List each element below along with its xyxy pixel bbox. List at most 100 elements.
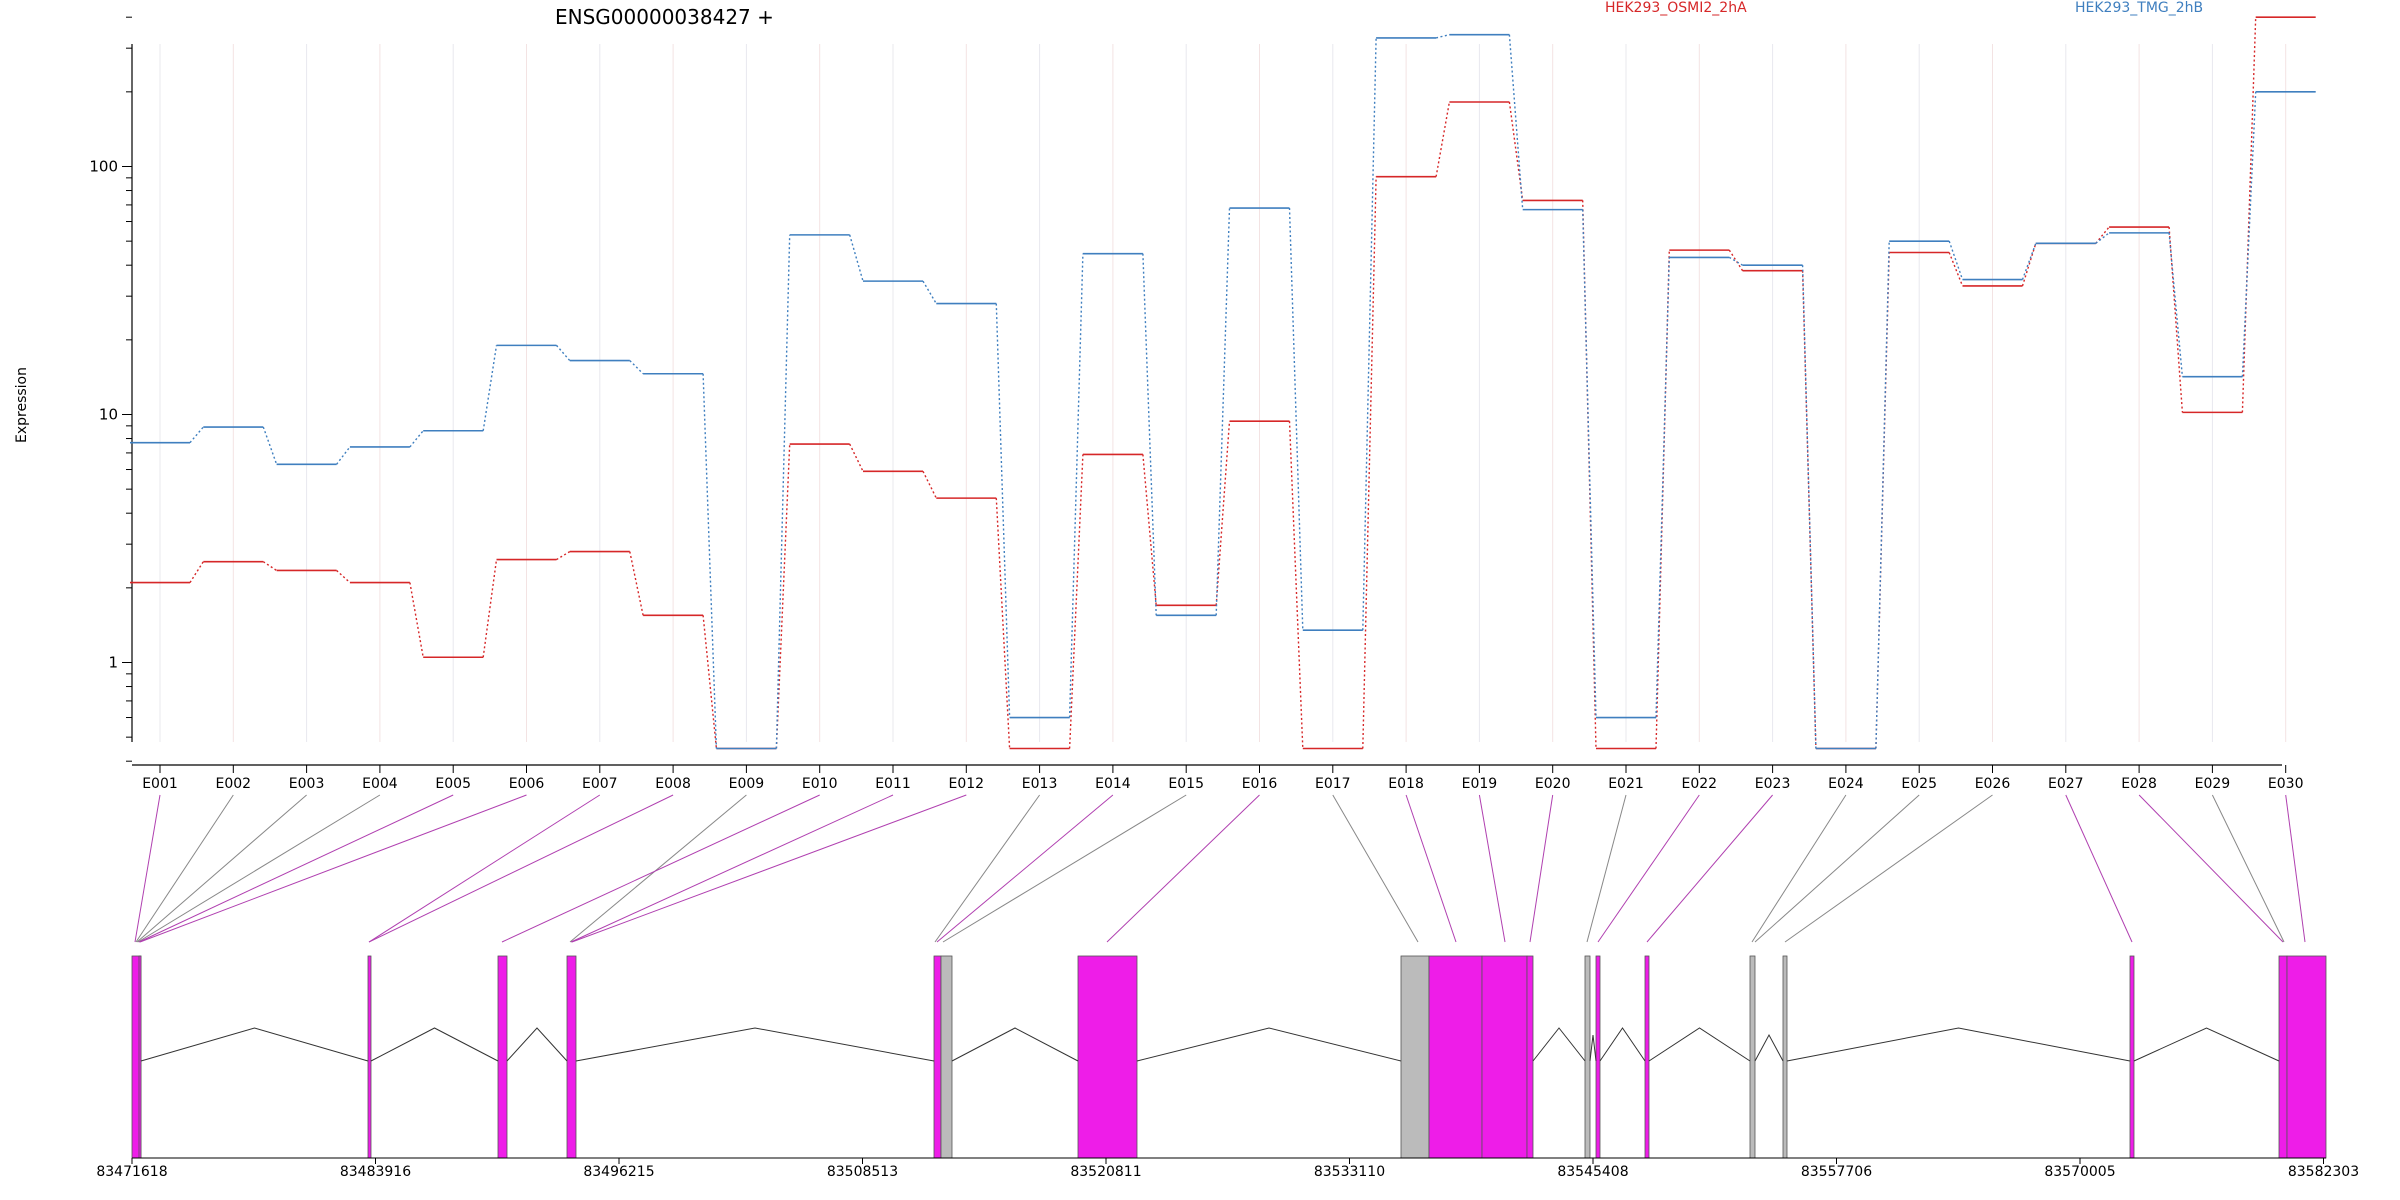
exon-connector-line [1597, 794, 1700, 943]
series-connector [1655, 257, 1670, 718]
intron-arc [370, 1027, 499, 1062]
exon-block [1595, 955, 1601, 1159]
exon-connector-line [1784, 794, 1993, 943]
x-tick-label: E012 [949, 776, 985, 792]
series-connector [2095, 226, 2110, 244]
x-tick-label: E004 [362, 776, 398, 792]
series-connector [1288, 421, 1304, 749]
series-connector [702, 615, 718, 749]
series-connector [2021, 243, 2037, 287]
series-connector [1142, 253, 1157, 616]
exon-block [933, 955, 942, 1159]
series-connector [482, 559, 498, 658]
series-connector [1362, 176, 1377, 749]
exon-block [1584, 955, 1591, 1159]
series-connector [1582, 209, 1597, 718]
intron-arc [1754, 1033, 1784, 1062]
series-lines [130, 16, 2316, 750]
series-connector [409, 582, 424, 658]
exon-block [2278, 955, 2288, 1159]
series-connector [849, 443, 864, 472]
exon-block [566, 955, 577, 1159]
exon-connector-line [570, 794, 894, 943]
x-tick-label: E029 [2195, 776, 2231, 792]
exon-connector-line [1332, 794, 1419, 943]
genomic-tick-label: 83520811 [1070, 1164, 1141, 1180]
intron-arc [1599, 1027, 1646, 1062]
genomic-axis: 83471618 83483916 83496215 83508513 83520811… [96, 1157, 2359, 1180]
series-connector [1508, 34, 1524, 210]
intron-arc [1589, 1034, 1597, 1062]
series-connector [629, 551, 644, 616]
genomic-tick-label: 83557706 [1801, 1164, 1872, 1180]
genomic-tick-label: 83545408 [1557, 1164, 1628, 1180]
series-connector [262, 426, 278, 465]
exon-connector-line [2138, 794, 2284, 943]
exon-connector-line [1405, 794, 1457, 943]
series-connector [995, 498, 1011, 749]
exon-connectors [134, 794, 2306, 943]
intron-arc [1648, 1027, 1751, 1062]
genomic-tick-label: 83582303 [2288, 1164, 2359, 1180]
series-connector [1728, 249, 1744, 272]
intron-arc [2133, 1027, 2280, 1062]
exon-connector-line [134, 794, 161, 943]
exon-connector-line [501, 794, 820, 943]
series-connector [2241, 17, 2257, 413]
exon-connector-line [1646, 794, 1773, 943]
y-tick-label: 10 [99, 406, 118, 424]
intron-arc [575, 1027, 935, 1062]
intron-arc [506, 1027, 568, 1062]
x-ticks: E001 E002 E003 E004 E005 E006 E007 E008 E009 E010… [142, 765, 2303, 792]
series-connector [482, 345, 498, 431]
exon-block [367, 955, 372, 1159]
series-connector [409, 430, 424, 448]
exon-connector-line [942, 794, 1187, 943]
intron-arc [1136, 1027, 1402, 1062]
series-connector [1948, 252, 1964, 287]
exon-connector-line [1478, 794, 1506, 943]
exon-block [1782, 955, 1788, 1159]
series-connector [1435, 101, 1451, 177]
series-connector [1948, 240, 1964, 280]
x-tick-label: E028 [2121, 776, 2157, 792]
x-tick-label: E024 [1828, 776, 1864, 792]
exon-block [940, 955, 953, 1159]
exon-connector-line [1754, 794, 1920, 943]
x-tick-label: E001 [142, 776, 178, 792]
exon-block [2286, 955, 2327, 1159]
exon-block [1526, 955, 1534, 1159]
legend-label-series-2: HEK293_TMG_2hB [2075, 0, 2203, 16]
exon-connector-line [136, 794, 307, 943]
x-tick-label: E003 [289, 776, 325, 792]
exon-connector-line [571, 794, 967, 943]
exon-connector-line [1529, 794, 1554, 943]
series-connector [1362, 37, 1377, 631]
series-connector [1875, 241, 1890, 749]
series-connector [1068, 454, 1084, 749]
exon-block [1749, 955, 1756, 1159]
series-connector [629, 360, 644, 375]
exon-connector-line [2285, 794, 2306, 943]
chart-title: ENSG00000038427 + [555, 5, 774, 29]
series-connector [922, 280, 937, 304]
series-connector [922, 471, 937, 499]
series-connector [555, 344, 571, 362]
y-tick-label: 1 [108, 654, 118, 672]
x-tick-label: E002 [216, 776, 252, 792]
genomic-tick-label: 83496215 [583, 1164, 654, 1180]
x-tick-label: E008 [655, 776, 691, 792]
x-tick-label: E030 [2268, 776, 2304, 792]
series-HEK293_OSMI2_2hA [130, 16, 2316, 750]
exon-connector-line [569, 794, 747, 943]
series-connector [1068, 253, 1084, 718]
exon-connector-line [2211, 794, 2285, 943]
exon-block [1400, 955, 1430, 1159]
exon-connector-line [368, 794, 674, 943]
x-tick-label: E014 [1095, 776, 1131, 792]
series-connector [2168, 232, 2184, 377]
series-connector [1215, 421, 1231, 606]
gene-model [131, 955, 2327, 1159]
x-tick-label: E011 [875, 776, 911, 792]
